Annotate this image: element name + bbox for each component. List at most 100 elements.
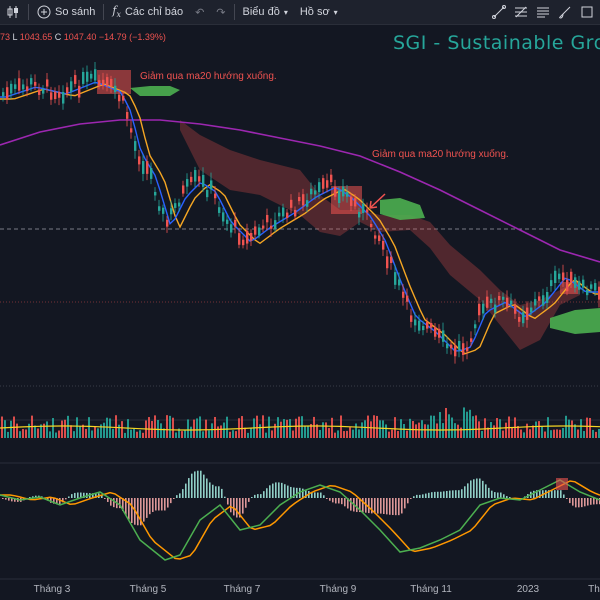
volume-bar <box>586 417 588 438</box>
profile-menu[interactable]: Hồ sơ ▾ <box>294 0 344 24</box>
volume-bar <box>511 427 513 438</box>
macd-histogram-bar <box>329 498 331 501</box>
macd-histogram-bar <box>230 498 232 513</box>
compare-button[interactable]: So sánh <box>31 0 101 24</box>
macd-histogram-bar <box>533 490 535 498</box>
volume-bar <box>88 417 90 438</box>
candle-body <box>118 94 121 102</box>
macd-histogram-bar <box>74 492 76 498</box>
macd-histogram-bar <box>332 498 334 503</box>
macd-histogram-bar <box>5 498 7 500</box>
macd-histogram-bar <box>509 497 511 498</box>
volume-bar <box>289 419 291 438</box>
macd-histogram-bar <box>338 498 340 504</box>
candle-body <box>514 304 517 314</box>
volume-bar <box>589 417 591 438</box>
candle-body <box>518 316 521 322</box>
volume-bar <box>43 423 45 438</box>
macd-histogram-bar <box>323 495 325 498</box>
undo-button[interactable]: ↶ <box>189 0 210 24</box>
macd-histogram-bar <box>392 498 394 516</box>
macd-histogram-bar <box>335 498 337 504</box>
indicators-button[interactable]: fx Các chỉ báo <box>106 0 189 24</box>
macd-histogram-bar <box>371 498 373 514</box>
volume-bar <box>223 422 225 438</box>
price-chart[interactable] <box>0 24 600 600</box>
macd-histogram-bar <box>50 498 52 503</box>
macd-histogram-bar <box>347 498 349 509</box>
rectangle-icon[interactable] <box>580 5 594 19</box>
candle-body <box>38 89 41 95</box>
candle-body <box>338 190 341 204</box>
chart-style-button[interactable] <box>0 0 26 24</box>
candle-body <box>578 281 581 290</box>
redo-icon: ↷ <box>216 6 226 19</box>
candle-body <box>474 324 477 329</box>
x-axis-label: 2023 <box>516 584 540 595</box>
candle-body <box>558 273 561 280</box>
volume-bar <box>208 430 210 438</box>
macd-histogram-bar <box>560 490 562 498</box>
volume-bar <box>85 428 87 438</box>
macd-histogram-bar <box>191 473 193 498</box>
candle-body <box>30 78 33 85</box>
macd-histogram-bar <box>416 494 418 498</box>
volume-bar <box>370 421 372 438</box>
macd-histogram-bar <box>92 493 94 498</box>
volume-bar <box>343 431 345 438</box>
chart-type-menu[interactable]: Biểu đồ ▾ <box>237 0 294 24</box>
candle-body <box>446 343 449 349</box>
volume-bar <box>562 427 564 438</box>
brush-icon[interactable] <box>558 5 572 19</box>
volume-bar <box>199 416 201 438</box>
candle-body <box>214 193 217 199</box>
volume-bar <box>103 422 105 438</box>
bullish-cloud <box>130 86 180 96</box>
candle-body <box>186 179 189 187</box>
macd-histogram-bar <box>218 486 220 498</box>
macd-histogram-bar <box>575 498 577 508</box>
candle-body <box>114 85 117 93</box>
redo-button[interactable]: ↷ <box>210 0 231 24</box>
volume-bar <box>34 425 36 438</box>
x-axis-label: Tháng 11 <box>410 584 452 595</box>
macd-histogram-bar <box>419 494 421 498</box>
candle-body <box>238 233 241 245</box>
candle-body <box>522 312 525 324</box>
macd-histogram-bar <box>131 498 133 524</box>
volume-bar <box>244 427 246 438</box>
volume-bar <box>55 432 57 438</box>
candle-body <box>290 199 293 208</box>
macd-histogram-bar <box>113 498 115 508</box>
candle-body <box>590 284 593 289</box>
candle-body <box>566 279 569 292</box>
candle-body <box>342 186 345 197</box>
ma-long-line <box>0 119 600 263</box>
macd-histogram-bar <box>428 492 430 498</box>
macd-histogram-bar <box>65 498 67 500</box>
x-axis-label: Tháng 3 <box>33 584 71 595</box>
macd-histogram-bar <box>224 496 226 498</box>
macd-histogram-bar <box>356 498 358 513</box>
macd-histogram-bar <box>245 498 247 508</box>
macd-histogram-bar <box>101 494 103 498</box>
macd-histogram-bar <box>473 479 475 498</box>
candle-body <box>562 272 565 281</box>
volume-bar <box>112 428 114 438</box>
volume-bar <box>379 420 381 438</box>
macd-histogram-bar <box>206 478 208 498</box>
trend-line-icon[interactable] <box>492 5 506 19</box>
candle-body <box>10 83 13 94</box>
volume-bar <box>25 429 27 438</box>
volume-bar <box>217 426 219 438</box>
macd-histogram-bar <box>557 490 559 498</box>
bearish-cloud <box>180 120 580 350</box>
text-icon[interactable] <box>536 5 550 19</box>
macd-histogram-bar <box>188 478 190 498</box>
candle-body <box>34 81 37 86</box>
macd-histogram-bar <box>461 489 463 498</box>
fib-icon[interactable] <box>514 5 528 19</box>
volume-bar <box>445 407 447 438</box>
macd-histogram-bar <box>443 491 445 498</box>
candle-body <box>470 338 473 342</box>
